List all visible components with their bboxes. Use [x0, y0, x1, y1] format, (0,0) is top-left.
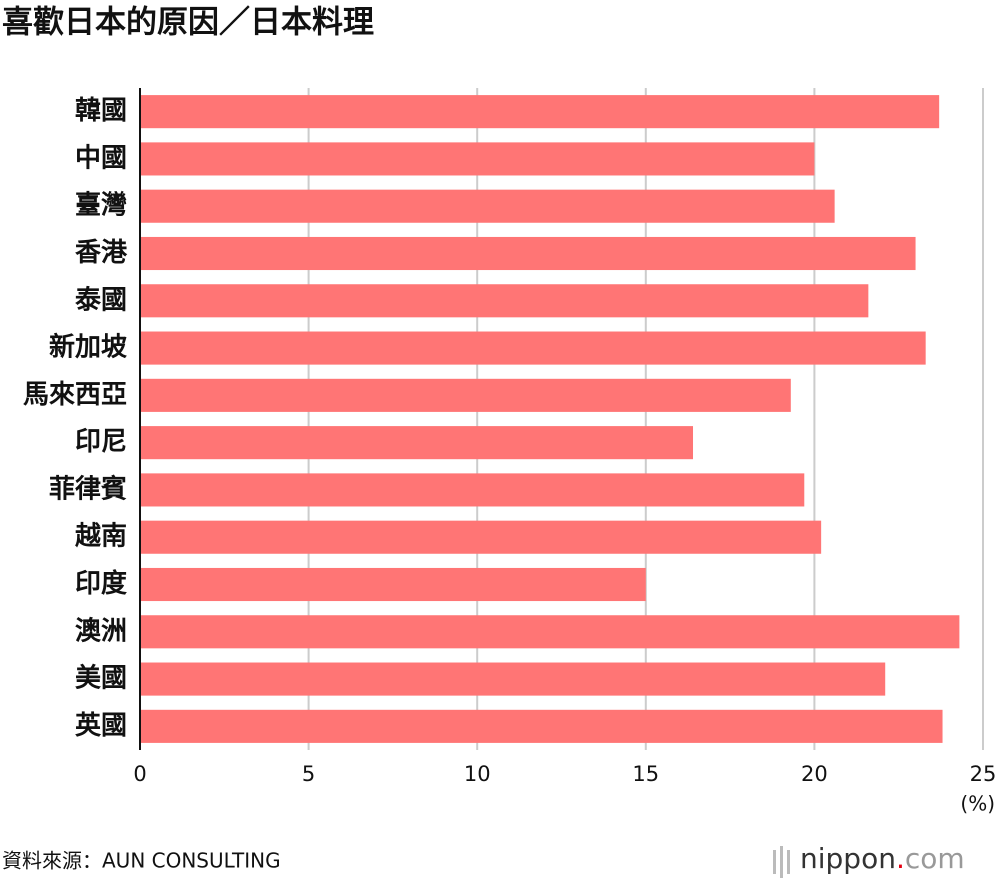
bar [140, 331, 926, 365]
bar [140, 615, 960, 649]
bar [140, 95, 940, 129]
bar [140, 520, 822, 554]
bar [140, 236, 916, 271]
bar [140, 378, 791, 412]
y-tick-label: 印尼 [75, 427, 127, 457]
x-tick-label: 15 [632, 762, 659, 786]
bar [140, 142, 815, 176]
bar [140, 284, 869, 318]
y-tick-label: 馬來西亞 [23, 380, 127, 410]
bar [140, 567, 646, 602]
logo-bar [787, 850, 790, 874]
logo-bar [780, 846, 783, 878]
unit-label: (%) [960, 792, 995, 816]
bar [140, 426, 694, 460]
logo-name: nippon [800, 842, 896, 875]
y-tick-label: 菲律賓 [49, 473, 127, 504]
y-tick-label: 英國 [75, 711, 127, 741]
logo: nippon.com [773, 842, 965, 878]
y-tick-label: 韓國 [75, 96, 127, 126]
x-tick-label: 20 [801, 762, 828, 786]
x-tick-label: 0 [133, 762, 146, 786]
logo-bar [773, 850, 776, 874]
source: 資料來源：AUN CONSULTING [2, 849, 281, 873]
chart-title: 喜歡日本的原因／日本料理 [2, 5, 374, 41]
logo-text: nippon.com [800, 842, 965, 875]
x-tick-label: 10 [464, 762, 491, 786]
bar [140, 662, 886, 696]
y-tick-label: 香港 [75, 238, 128, 268]
logo-dot: . [896, 842, 905, 875]
x-tick-label: 5 [302, 762, 315, 786]
y-tick-label: 泰國 [75, 285, 127, 315]
logo-tld: com [905, 842, 965, 875]
y-tick-label: 新加坡 [49, 332, 127, 363]
x-tick-label: 25 [970, 762, 997, 786]
y-tick-label: 越南 [75, 522, 127, 552]
y-tick-label: 美國 [75, 663, 127, 694]
y-tick-label: 印度 [75, 568, 127, 599]
bar [140, 189, 835, 223]
y-tick-label: 臺灣 [75, 191, 127, 221]
bar [140, 709, 943, 743]
y-tick-label: 澳洲 [75, 616, 127, 646]
y-tick-label: 中國 [75, 143, 127, 173]
bar [140, 473, 805, 507]
